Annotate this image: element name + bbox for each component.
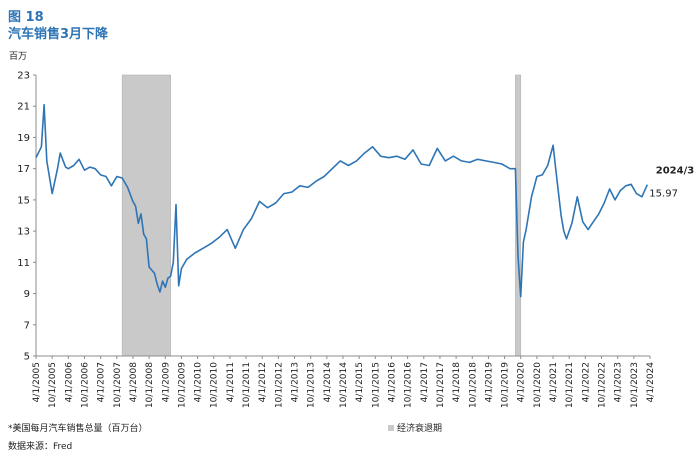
x-tick-labels: 4/1/2005 10/1/2005 4/1/2006 10/1/2006 4/1/20… [32,356,656,408]
x-tick-label: 4/1/2012 [258,362,268,402]
x-tick-label: 4/1/2022 [581,362,591,402]
y-tick-label: 11 [17,258,30,269]
x-tick-label: 10/1/2016 [404,362,414,408]
x-tick-label: 4/1/2017 [420,362,430,402]
x-tick-label: 10/1/2007 [113,362,123,408]
y-unit-label: 百万 [9,52,28,62]
annotation-date-label: 2024/3 [656,166,694,177]
x-tick-label: 10/1/2014 [339,362,349,408]
legend: 经济衰退期 [388,421,442,434]
series-lines [35,103,649,298]
x-tick-label: 4/1/2016 [387,362,397,403]
x-tick-label: 4/1/2006 [64,362,74,403]
x-tick-label: 4/1/2014 [323,362,333,403]
x-tick-label: 4/1/2009 [161,362,171,403]
x-tick-label: 4/1/2020 [517,362,527,403]
y-tick-labels: 5 7 9 11 13 15 17 19 21 23 [17,71,36,363]
x-tick-label: 4/1/2010 [194,362,204,403]
recession-bands [121,74,522,357]
x-tick-label: 4/1/2007 [97,362,107,402]
x-tick-label: 10/1/2017 [436,362,446,408]
x-tick-label: 10/1/2019 [501,362,511,408]
x-tick-label: 10/1/2011 [242,362,252,408]
y-tick-label: 15 [17,195,30,206]
chart-title: 汽车销售3月下降 [8,27,109,42]
series-line [35,103,649,298]
x-tick-label: 4/1/2013 [291,362,301,402]
source-note: 数据来源：Fred [8,442,73,452]
x-tick-label: 10/1/2010 [210,362,220,408]
figure-label: 图 18 [8,10,44,25]
y-tick-label: 17 [17,164,30,175]
annotation-value-label: 15.97 [649,189,678,200]
x-tick-label: 4/1/2019 [484,362,494,403]
x-tick-label: 4/1/2008 [129,362,139,403]
y-tick-label: 5 [24,352,30,363]
footnote: *美国每月汽车销售总量（百万台） [8,424,148,434]
x-tick-label: 4/1/2015 [355,362,365,402]
y-tick-label: 13 [17,227,30,238]
x-tick-label: 10/1/2006 [80,362,90,408]
x-tick-label: 4/1/2021 [549,362,559,402]
x-tick-label: 10/1/2023 [630,362,640,408]
recession-band [121,74,171,357]
x-tick-label: 4/1/2005 [32,362,42,402]
x-tick-label: 10/1/2012 [274,362,284,408]
x-tick-label: 10/1/2008 [145,362,155,408]
x-tick-label: 10/1/2018 [468,362,478,408]
x-tick-label: 10/1/2005 [48,362,58,408]
x-tick-label: 10/1/2020 [533,362,543,408]
x-tick-label: 4/1/2011 [226,362,236,402]
x-tick-label: 10/1/2021 [565,362,575,408]
x-tick-label: 10/1/2015 [371,362,381,408]
x-tick-label: 10/1/2013 [307,362,317,408]
x-tick-label: 10/1/2022 [598,362,608,408]
x-tick-label: 4/1/2023 [614,362,624,402]
y-tick-label: 19 [17,133,30,144]
x-tick-label: 4/1/2018 [452,362,462,403]
y-tick-label: 23 [17,71,30,82]
recession-swatch [388,425,394,431]
x-tick-label: 4/1/2024 [646,362,656,403]
x-tick-label: 10/1/2009 [177,362,187,408]
y-tick-label: 7 [24,320,30,331]
y-tick-label: 9 [24,289,30,300]
legend-label: 经济衰退期 [397,424,443,434]
y-tick-label: 21 [17,102,30,113]
